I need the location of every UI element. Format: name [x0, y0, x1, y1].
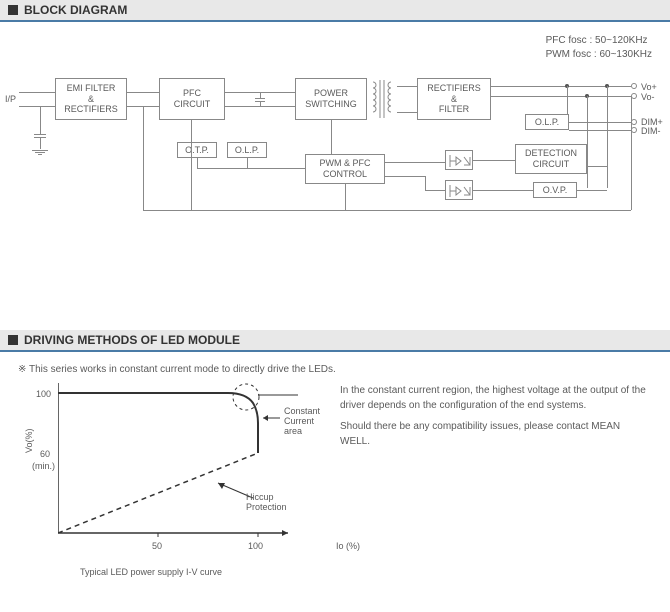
block-olp-primary: O.L.P.: [227, 142, 267, 158]
section-header-driving-methods: DRIVING METHODS OF LED MODULE: [0, 330, 670, 352]
block-ovp: O.V.P.: [533, 182, 577, 198]
wire: [607, 86, 608, 188]
cap-lead: [260, 101, 261, 106]
wire: [569, 122, 631, 123]
wire: [127, 92, 159, 93]
driving-note: ※ This series works in constant current …: [18, 364, 652, 375]
chart-caption: Typical LED power supply I-V curve: [80, 567, 670, 577]
driving-side-text: In the constant current region, the high…: [340, 383, 650, 449]
wire: [491, 96, 631, 97]
terminal-vo-plus: [631, 83, 637, 89]
block-otp: O.T.P.: [177, 142, 217, 158]
section-title: BLOCK DIAGRAM: [24, 3, 127, 17]
input-label: I/P: [5, 94, 16, 104]
header-square-icon: [8, 5, 18, 15]
pfc-freq: PFC fosc : 50~120KHz: [546, 34, 652, 48]
annotation-hiccup: Hiccup Protection: [246, 493, 287, 513]
wire: [19, 106, 55, 107]
wire: [587, 96, 588, 188]
y-axis-label: Vo(%): [24, 428, 34, 453]
optocoupler-icon: [445, 180, 473, 200]
transformer-icon: [367, 78, 397, 120]
wire: [397, 112, 417, 113]
iv-curve-chart: 100 60 (min.) Vo(%): [30, 383, 330, 563]
block-pfc-circuit: PFC CIRCUIT: [159, 78, 225, 120]
frequency-note: PFC fosc : 50~120KHz PWM fosc : 60~130KH…: [546, 34, 652, 62]
block-pwm-pfc-control: PWM & PFC CONTROL: [305, 154, 385, 184]
optocoupler-icon: [445, 150, 473, 170]
header-square-icon: [8, 335, 18, 345]
wire: [19, 92, 55, 93]
block-detection-circuit: DETECTION CIRCUIT: [515, 144, 587, 174]
x-axis-label: Io (%): [336, 541, 360, 551]
label-vo-minus: Vo-: [641, 92, 655, 102]
block-rectifiers-filter: RECTIFIERS & FILTER: [417, 78, 491, 120]
wire: [225, 106, 295, 107]
chart-svg: [58, 383, 298, 543]
block-emi-filter: EMI FILTER & RECTIFIERS: [55, 78, 127, 120]
pwm-freq: PWM fosc : 60~130KHz: [546, 48, 652, 62]
label-vo-plus: Vo+: [641, 82, 657, 92]
wire: [397, 86, 417, 87]
section-header-block-diagram: BLOCK DIAGRAM: [0, 0, 670, 22]
wire: [567, 86, 568, 114]
label-dim-minus: DIM-: [641, 126, 661, 136]
block-olp-output: O.L.P.: [525, 114, 569, 130]
annotation-constant-current: Constant Current area: [284, 407, 330, 437]
wire: [569, 130, 631, 131]
wire: [491, 86, 631, 87]
block-diagram: I/P EMI FILTER & RECTIFIERS PFC CIRCUIT …: [5, 72, 665, 252]
section-title: DRIVING METHODS OF LED MODULE: [24, 333, 240, 347]
block-power-switching: POWER SWITCHING: [295, 78, 367, 120]
cap-plate: [255, 98, 265, 99]
ground-icon: [32, 149, 48, 156]
